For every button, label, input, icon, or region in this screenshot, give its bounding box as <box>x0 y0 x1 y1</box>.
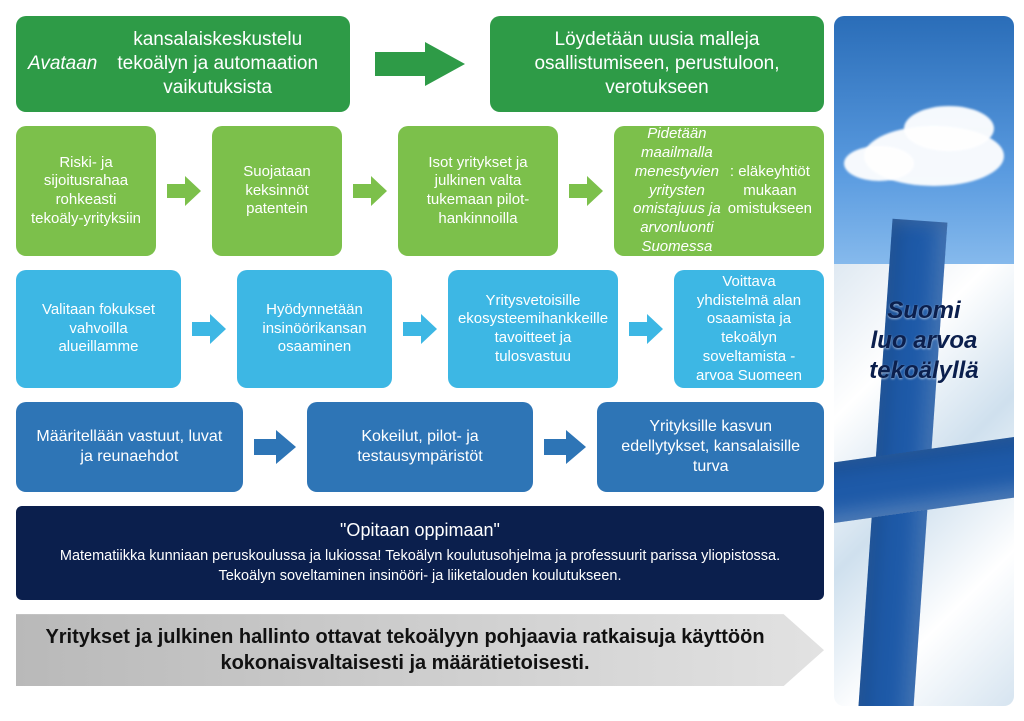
box-r2-2: Suojataan keksinnöt patentein <box>212 126 342 256</box>
arrow-r4-1 <box>253 402 297 492</box>
navy-education-bar: "Opitaan oppimaan" Matematiikka kunniaan… <box>16 506 824 600</box>
box-r3-3: Yritysvetoisille ekosysteemihankkeille t… <box>448 270 618 388</box>
arrow-r1 <box>360 16 480 112</box>
arrow-r2-1 <box>166 126 202 256</box>
box-r4-2: Kokeilut, pilot- ja testausympäristöt <box>307 402 534 492</box>
box-r1-1: Avataan kansalaiskeskustelu tekoälyn ja … <box>16 16 350 112</box>
arrow-r3-1 <box>191 270 227 388</box>
box-r3-1: Valitaan fokukset vahvoilla alueillamme <box>16 270 181 388</box>
box-r3-4: Voittava yhdistelmä alan osaamista ja te… <box>674 270 824 388</box>
arrow-r2-2 <box>352 126 388 256</box>
box-r2-3: Isot yritykset ja julkinen valta tukemaa… <box>398 126 558 256</box>
row-light-blue: Valitaan fokukset vahvoilla alueillamme … <box>16 270 824 388</box>
box-r3-2: Hyödynnetään insinöörikansan osaaminen <box>237 270 392 388</box>
navy-title: "Opitaan oppimaan" <box>48 520 792 541</box>
navy-body: Matematiikka kunniaan peruskoulussa ja l… <box>48 547 792 586</box>
row-med-blue: Määritellään vastuut, luvat ja reunaehdo… <box>16 402 824 492</box>
sidebar-flag-panel: Suomi luo arvoa tekoälyllä <box>834 16 1014 706</box>
arrow-r4-2 <box>543 402 587 492</box>
grey-conclusion-banner: Yritykset ja julkinen hallinto ottavat t… <box>16 614 824 686</box>
flowchart-main: Avataan kansalaiskeskustelu tekoälyn ja … <box>16 16 824 706</box>
cloud-icon <box>844 146 914 181</box>
arrow-r3-2 <box>402 270 438 388</box>
arrow-r2-3 <box>568 126 604 256</box>
box-r4-3: Yrityksille kasvun edellytykset, kansala… <box>597 402 824 492</box>
arrow-r3-3 <box>628 270 664 388</box>
cloud-icon <box>904 106 994 151</box>
box-r1-2: Löydetään uusia malleja osallistumiseen,… <box>490 16 824 112</box>
sidebar-caption: Suomi luo arvoa tekoälyllä <box>834 296 1014 386</box>
box-r2-4: Pidetään maailmalla menestyvien yrityste… <box>614 126 824 256</box>
box-r2-1: Riski- ja sijoitusrahaa rohkeasti tekoäl… <box>16 126 156 256</box>
grey-banner-text: Yritykset ja julkinen hallinto ottavat t… <box>16 624 824 676</box>
row-dark-green: Avataan kansalaiskeskustelu tekoälyn ja … <box>16 16 824 112</box>
box-r4-1: Määritellään vastuut, luvat ja reunaehdo… <box>16 402 243 492</box>
row-light-green: Riski- ja sijoitusrahaa rohkeasti tekoäl… <box>16 126 824 256</box>
